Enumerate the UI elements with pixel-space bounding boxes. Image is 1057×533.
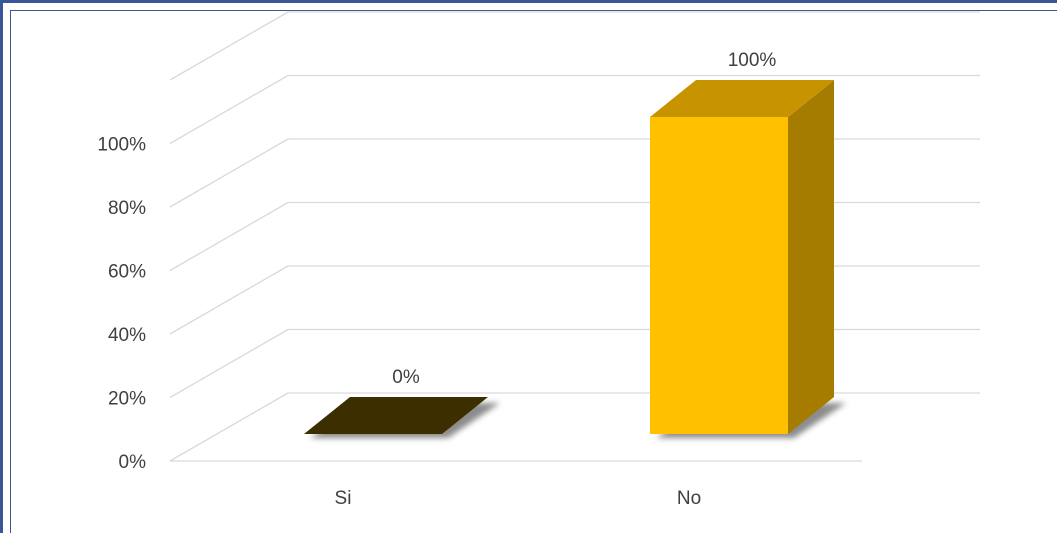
bar-side bbox=[788, 80, 834, 434]
bar-top bbox=[304, 397, 488, 434]
y-tick-label: 0% bbox=[119, 452, 147, 473]
bar-top bbox=[650, 80, 834, 117]
gridline-side bbox=[169, 74, 289, 145]
y-tick-label: 60% bbox=[108, 262, 146, 283]
gridline-side bbox=[169, 265, 289, 335]
gridline-side bbox=[169, 392, 289, 462]
bar-si bbox=[304, 397, 500, 438]
bar-no bbox=[650, 80, 846, 438]
x-tick-label: Si bbox=[335, 488, 352, 509]
gridline-side bbox=[169, 11, 289, 81]
x-tick-label: No bbox=[677, 488, 701, 509]
data-label: 0% bbox=[392, 367, 420, 388]
y-tick-label: 20% bbox=[108, 389, 146, 410]
gridline-side bbox=[169, 328, 289, 399]
y-tick-label: 100% bbox=[97, 135, 146, 156]
y-tick-label: 40% bbox=[108, 325, 146, 346]
gridline-side bbox=[169, 138, 289, 208]
bar-front bbox=[650, 117, 788, 434]
y-tick-label: 80% bbox=[108, 198, 146, 219]
gridline-side bbox=[169, 201, 289, 272]
data-label: 100% bbox=[728, 50, 777, 71]
